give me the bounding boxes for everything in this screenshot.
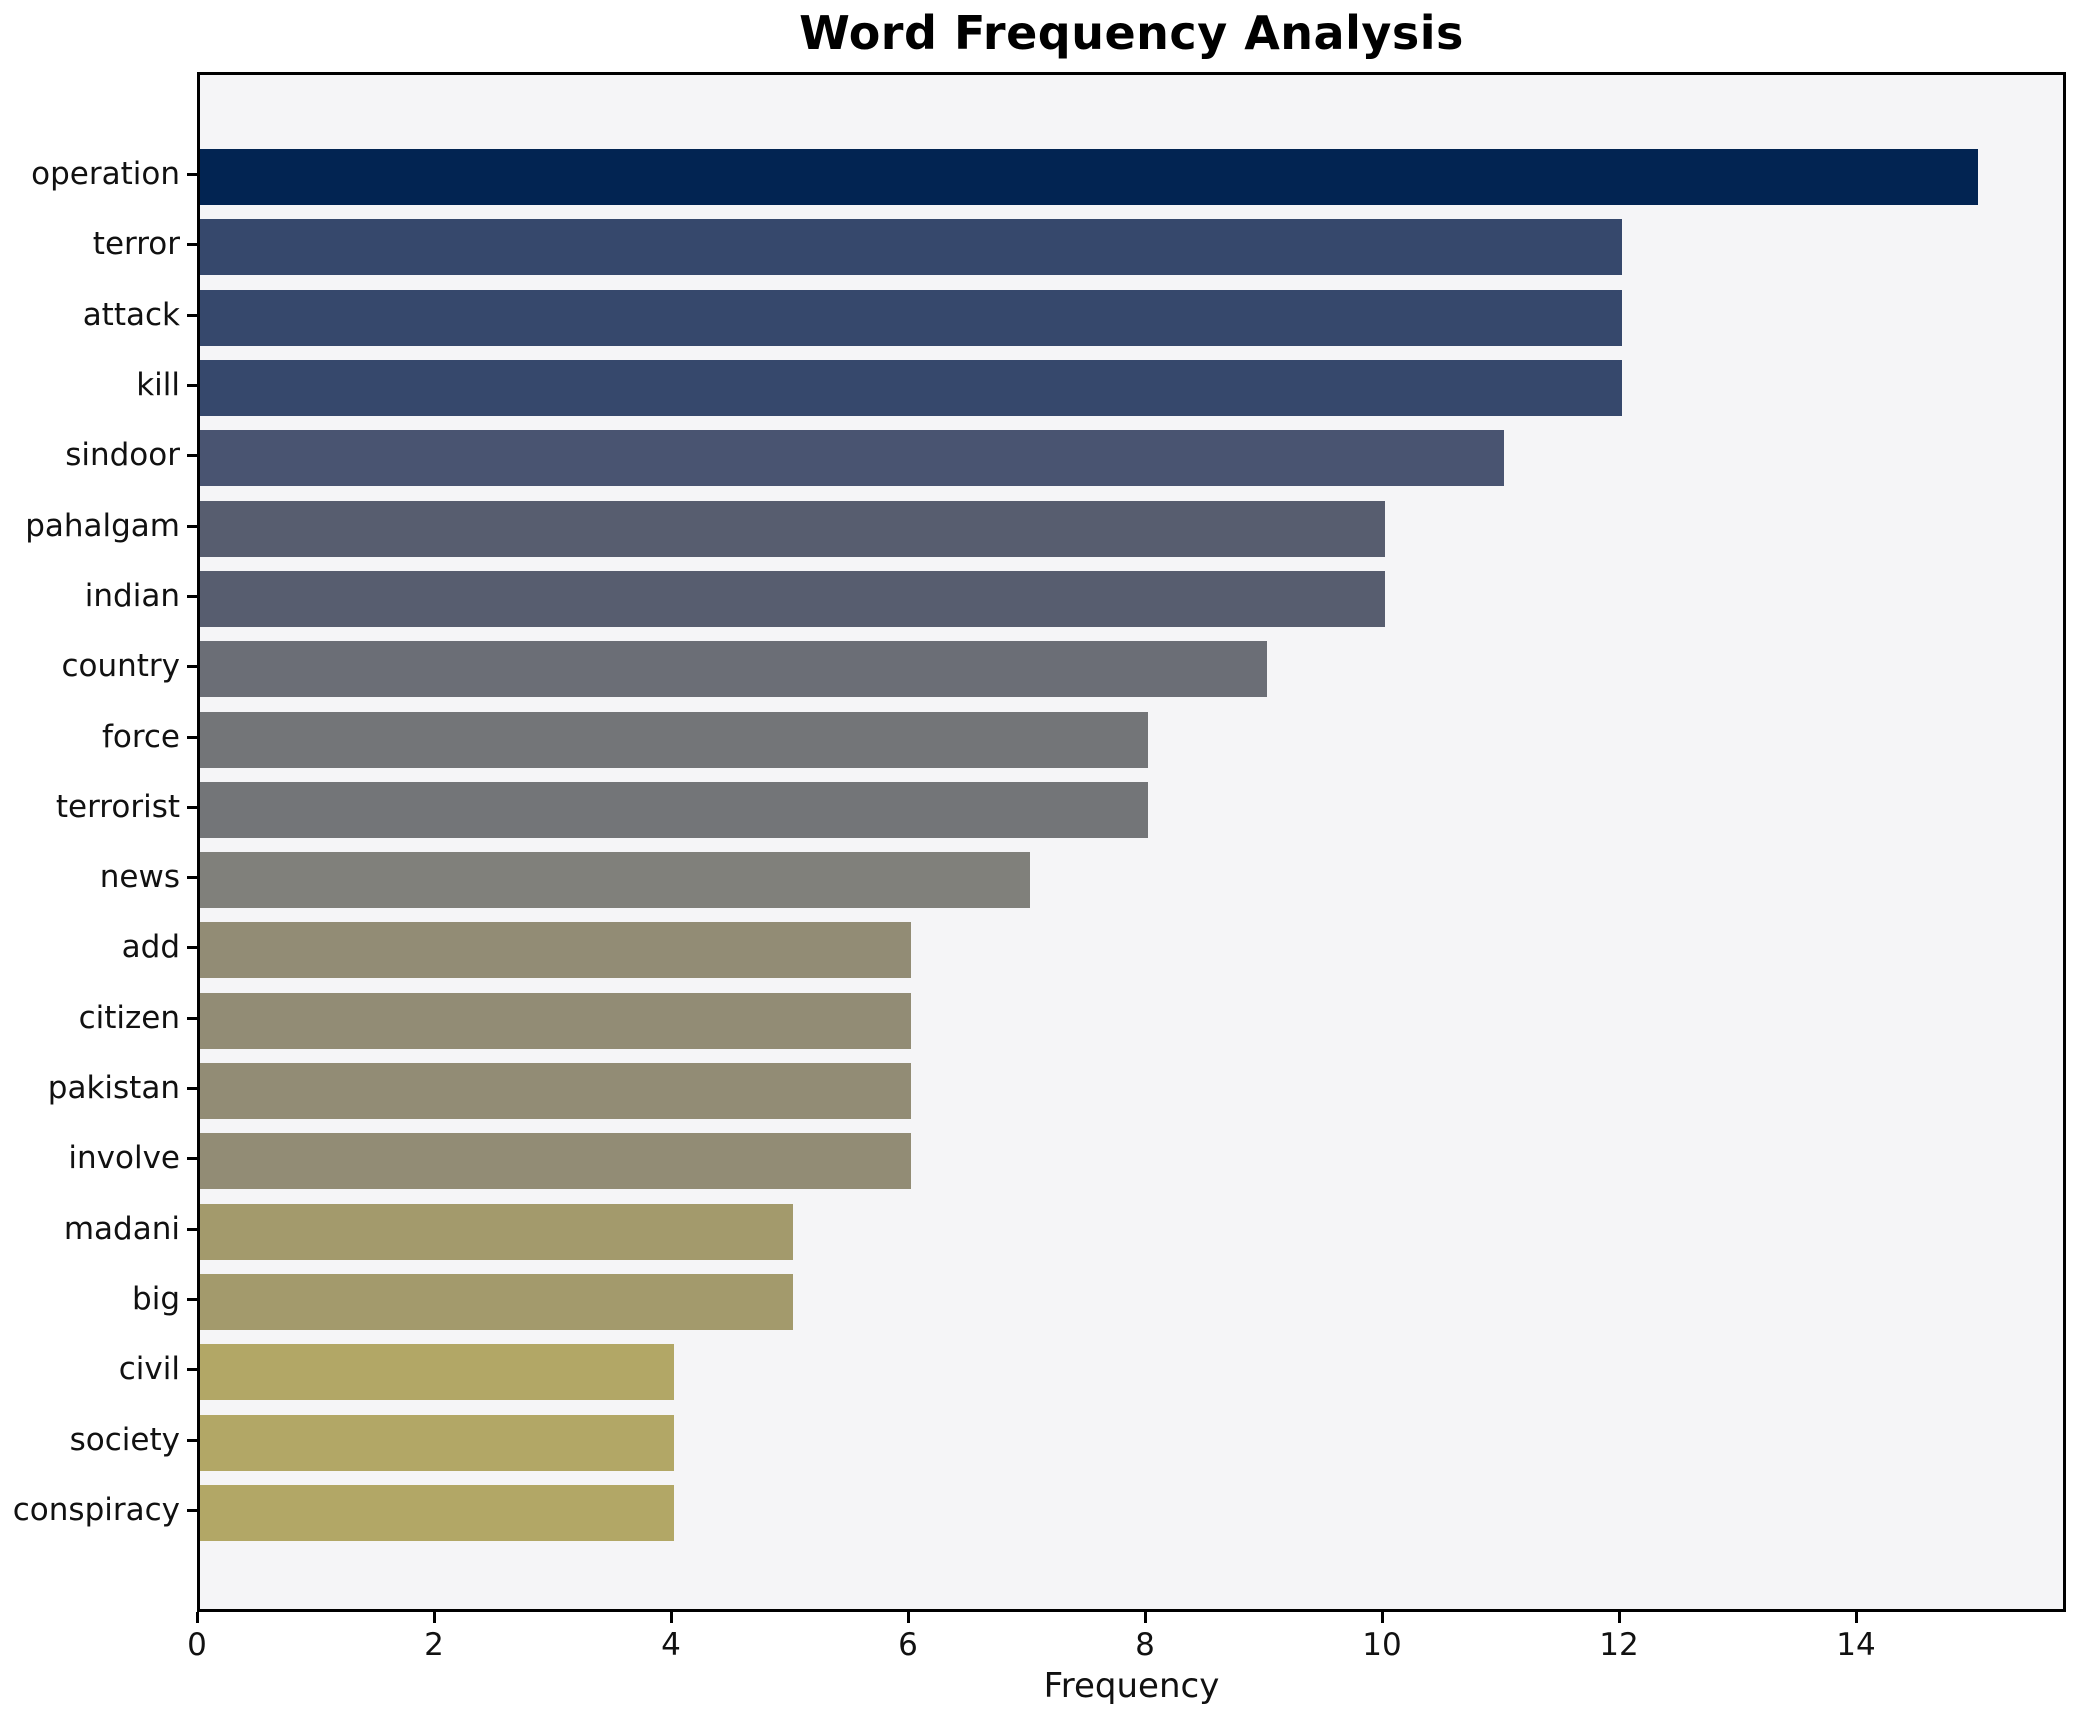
bar-pakistan — [200, 1063, 911, 1119]
bar-civil — [200, 1344, 674, 1400]
plot-area — [197, 72, 2066, 1612]
bar-terrorist — [200, 782, 1148, 838]
y-tick-mark — [187, 173, 197, 176]
y-tick-label-sindoor: sindoor — [65, 437, 180, 473]
bar-terror — [200, 219, 1622, 275]
y-tick-label-conspiracy: conspiracy — [12, 1492, 180, 1528]
bar-force — [200, 712, 1148, 768]
x-tick-mark — [433, 1612, 436, 1623]
y-tick-label-society: society — [69, 1422, 180, 1458]
bar-kill — [200, 360, 1622, 416]
y-tick-mark — [187, 665, 197, 668]
y-tick-mark — [187, 1439, 197, 1442]
y-tick-mark — [187, 1087, 197, 1090]
y-tick-label-country: country — [61, 648, 180, 684]
y-tick-label-operation: operation — [31, 156, 180, 192]
bar-news — [200, 852, 1030, 908]
x-tick-label-6: 6 — [898, 1627, 918, 1663]
bar-society — [200, 1415, 674, 1471]
bar-country — [200, 641, 1267, 697]
bar-conspiracy — [200, 1485, 674, 1541]
y-tick-label-big: big — [132, 1281, 180, 1317]
x-tick-mark — [1144, 1612, 1147, 1623]
y-tick-mark — [187, 454, 197, 457]
x-tick-label-10: 10 — [1362, 1627, 1402, 1663]
x-tick-mark — [670, 1612, 673, 1623]
x-tick-label-12: 12 — [1599, 1627, 1639, 1663]
y-tick-label-kill: kill — [136, 367, 180, 403]
y-tick-label-madani: madani — [63, 1211, 180, 1247]
y-tick-label-force: force — [101, 719, 180, 755]
y-tick-label-terrorist: terrorist — [55, 789, 180, 825]
y-tick-mark — [187, 595, 197, 598]
x-tick-mark — [1381, 1612, 1384, 1623]
y-tick-mark — [187, 876, 197, 879]
y-tick-label-indian: indian — [84, 578, 180, 614]
y-tick-label-attack: attack — [82, 297, 180, 333]
y-tick-label-civil: civil — [118, 1351, 180, 1387]
y-tick-mark — [187, 1298, 197, 1301]
bar-attack — [200, 290, 1622, 346]
y-tick-label-citizen: citizen — [78, 1000, 180, 1036]
bar-add — [200, 922, 911, 978]
x-tick-mark — [907, 1612, 910, 1623]
bar-madani — [200, 1204, 793, 1260]
bar-involve — [200, 1133, 911, 1189]
y-tick-label-news: news — [99, 859, 180, 895]
y-tick-mark — [187, 736, 197, 739]
x-tick-label-2: 2 — [424, 1627, 444, 1663]
x-tick-mark — [1618, 1612, 1621, 1623]
y-tick-mark — [187, 1509, 197, 1512]
chart-title: Word Frequency Analysis — [799, 6, 1464, 60]
x-tick-label-8: 8 — [1135, 1627, 1155, 1663]
bar-indian — [200, 571, 1385, 627]
x-tick-mark — [1855, 1612, 1858, 1623]
y-tick-label-add: add — [121, 929, 180, 965]
bar-pahalgam — [200, 501, 1385, 557]
x-tick-label-0: 0 — [187, 1627, 207, 1663]
x-axis-label: Frequency — [1043, 1666, 1220, 1706]
y-tick-mark — [187, 314, 197, 317]
y-tick-label-involve: involve — [68, 1140, 180, 1176]
y-tick-mark — [187, 1228, 197, 1231]
x-tick-label-14: 14 — [1836, 1627, 1876, 1663]
x-tick-mark — [196, 1612, 199, 1623]
bar-operation — [200, 149, 1978, 205]
y-tick-mark — [187, 243, 197, 246]
y-tick-mark — [187, 1157, 197, 1160]
y-tick-mark — [187, 806, 197, 809]
bar-sindoor — [200, 430, 1504, 486]
y-tick-mark — [187, 384, 197, 387]
x-tick-label-4: 4 — [661, 1627, 681, 1663]
bar-citizen — [200, 993, 911, 1049]
y-tick-mark — [187, 525, 197, 528]
y-tick-label-pakistan: pakistan — [47, 1070, 180, 1106]
y-tick-mark — [187, 1017, 197, 1020]
y-tick-mark — [187, 946, 197, 949]
y-tick-mark — [187, 1368, 197, 1371]
y-tick-label-pahalgam: pahalgam — [25, 508, 180, 544]
bar-big — [200, 1274, 793, 1330]
y-tick-label-terror: terror — [92, 226, 180, 262]
